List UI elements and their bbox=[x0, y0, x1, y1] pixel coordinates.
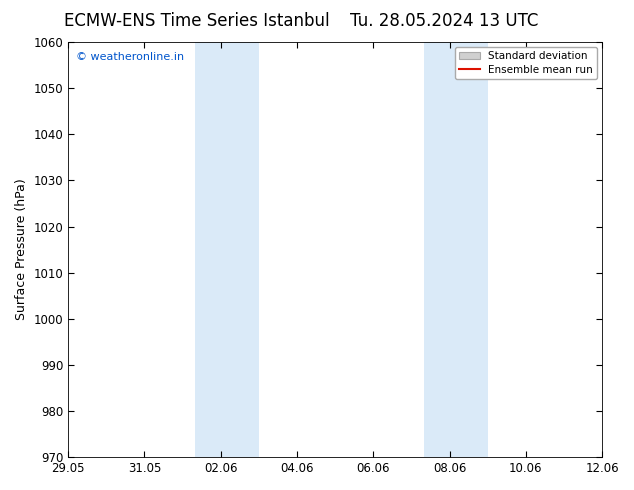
Bar bbox=[424, 42, 488, 457]
Text: © weatheronline.in: © weatheronline.in bbox=[76, 52, 184, 62]
Legend: Standard deviation, Ensemble mean run: Standard deviation, Ensemble mean run bbox=[455, 47, 597, 79]
Text: Tu. 28.05.2024 13 UTC: Tu. 28.05.2024 13 UTC bbox=[349, 12, 538, 30]
Y-axis label: Surface Pressure (hPa): Surface Pressure (hPa) bbox=[15, 179, 28, 320]
Bar bbox=[195, 42, 259, 457]
Text: ECMW-ENS Time Series Istanbul: ECMW-ENS Time Series Istanbul bbox=[64, 12, 329, 30]
